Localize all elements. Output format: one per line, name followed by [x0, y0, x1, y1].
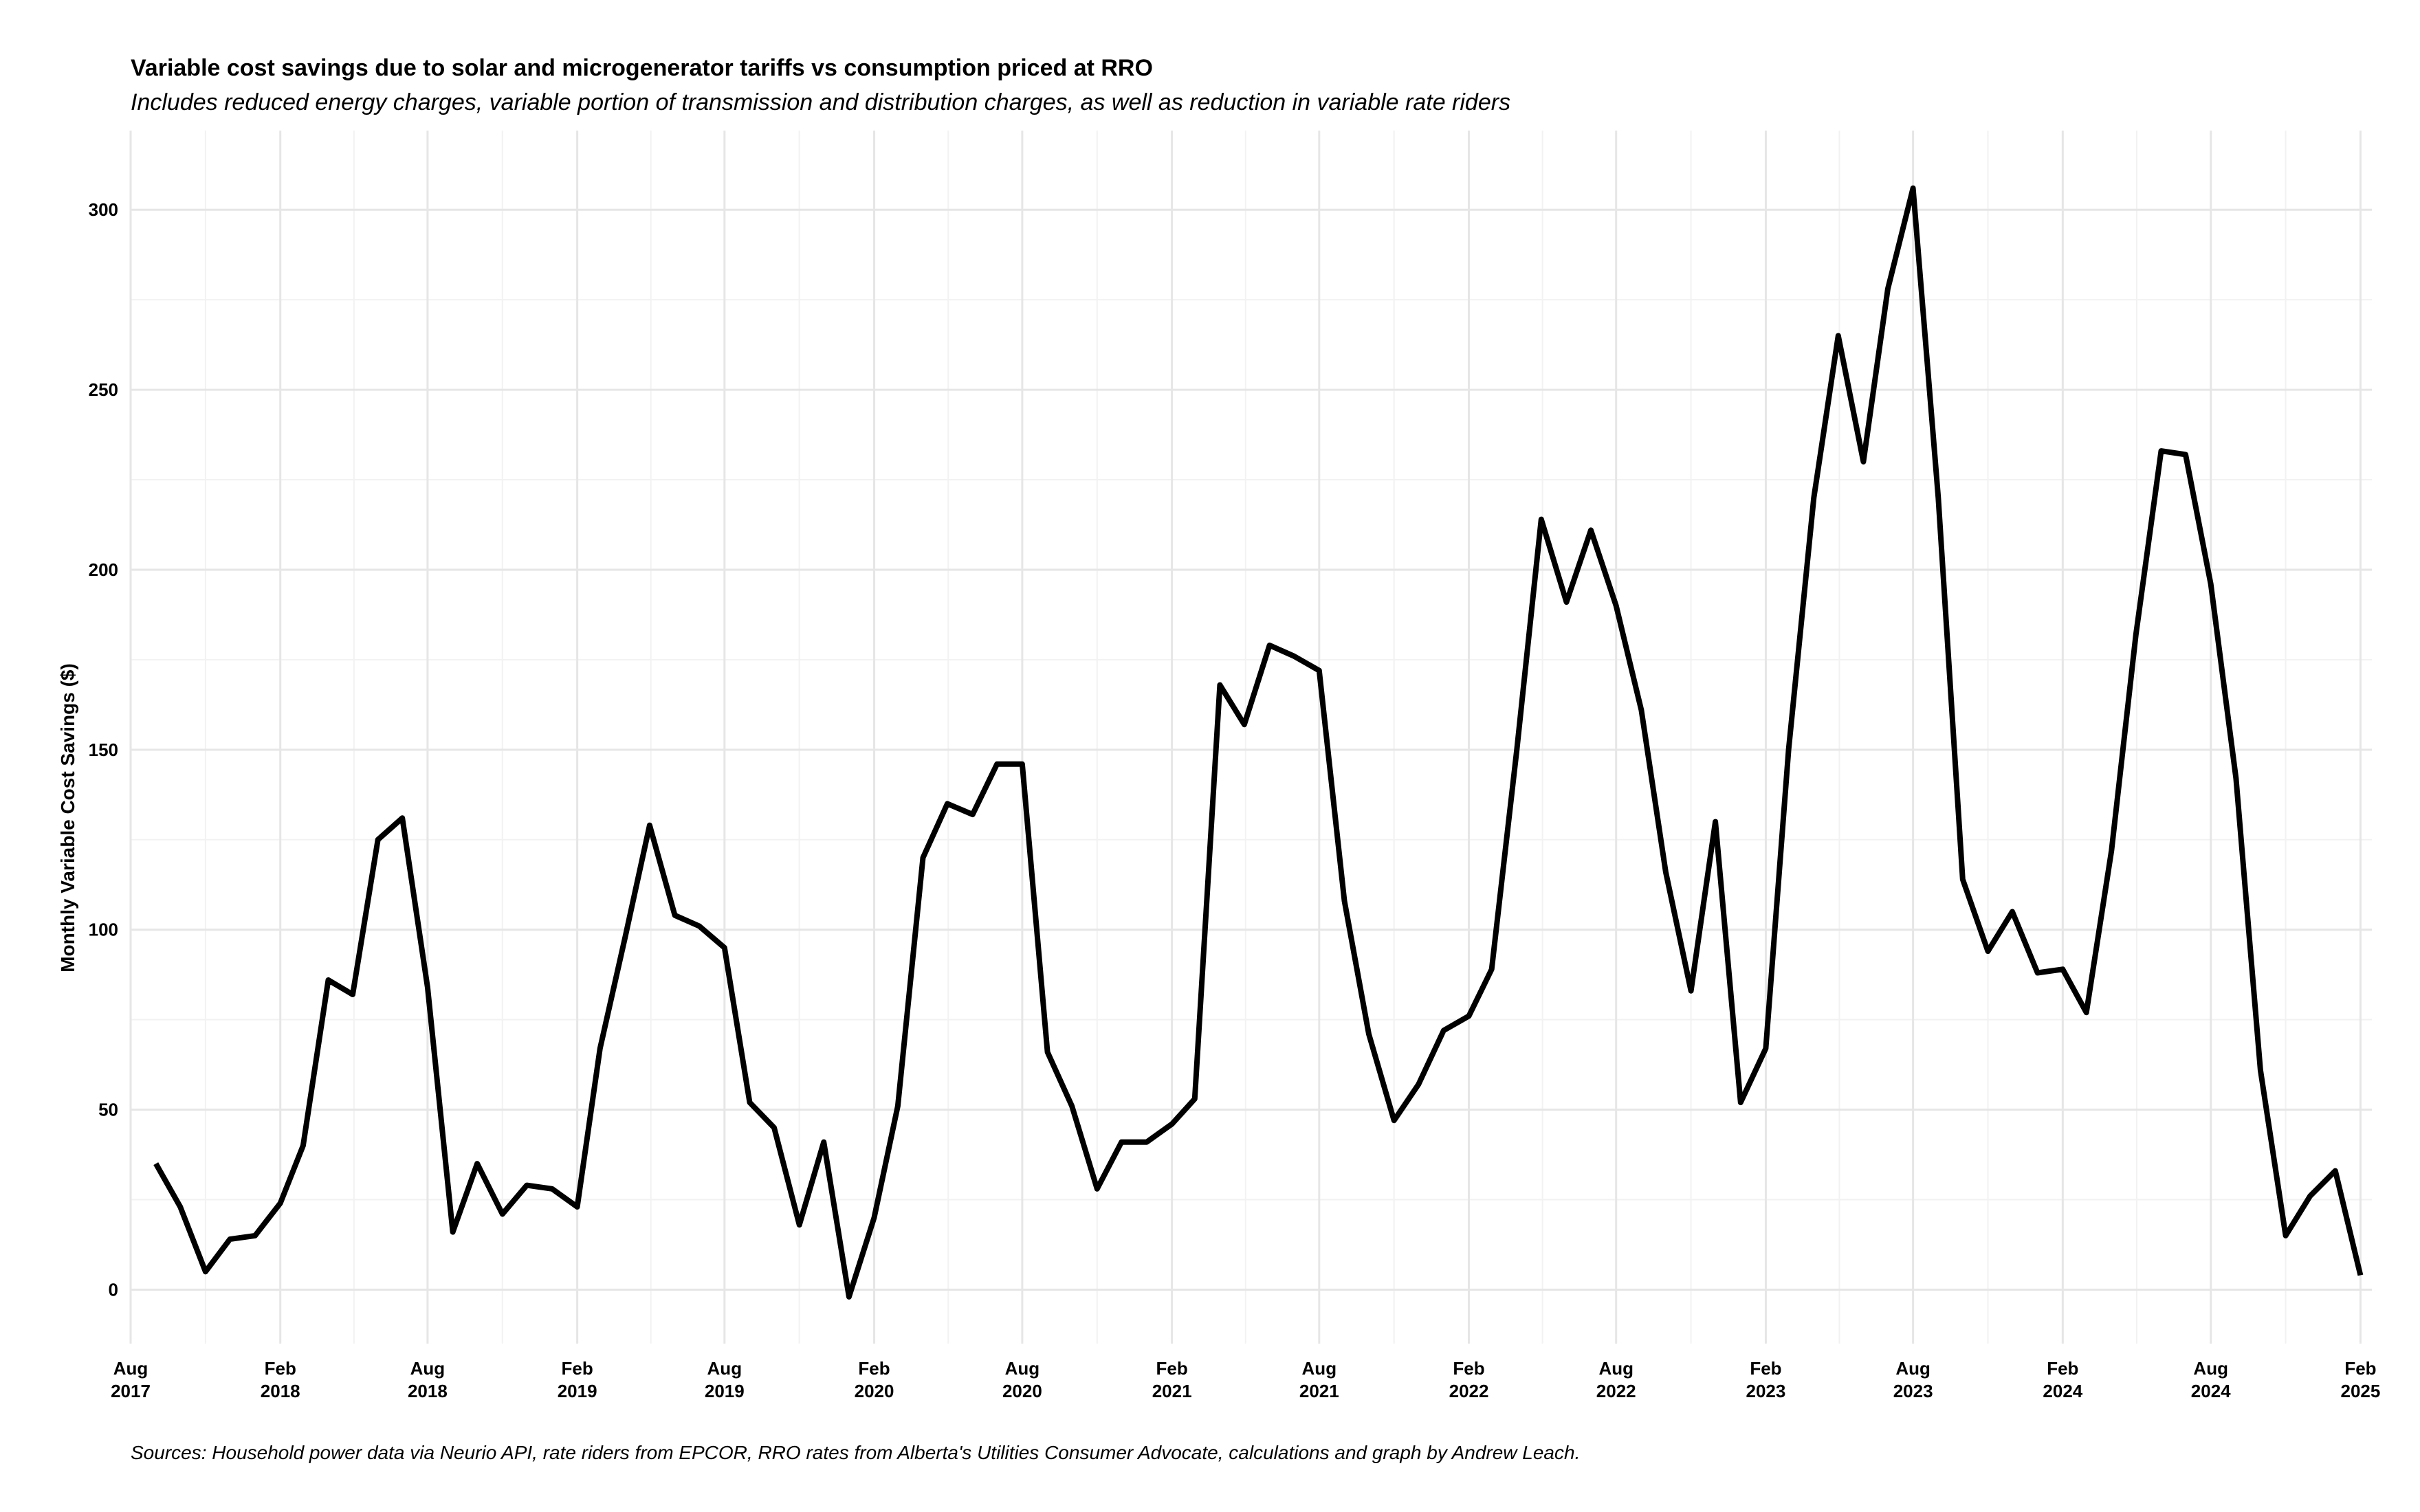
x-tick-label-month: Aug — [113, 1358, 148, 1379]
x-tick-label-month: Feb — [1750, 1358, 1781, 1379]
x-tick-label-month: Aug — [1005, 1358, 1040, 1379]
y-tick-label: 200 — [89, 559, 118, 580]
x-tick-label-month: Aug — [1598, 1358, 1634, 1379]
x-tick-label-year: 2021 — [1299, 1381, 1339, 1401]
y-axis-tick-labels: 0 50 100 150 200 250 300 — [89, 199, 118, 1300]
y-tick-label: 300 — [89, 199, 118, 220]
x-tick-label-month: Feb — [2344, 1358, 2376, 1379]
y-tick-label: 250 — [89, 379, 118, 400]
x-tick-label-month: Aug — [410, 1358, 446, 1379]
y-tick-label: 100 — [89, 920, 118, 940]
x-tick-label-year: 2019 — [558, 1381, 597, 1401]
y-axis-title: Monthly Variable Cost Savings ($) — [57, 663, 78, 972]
x-tick-label-month: Aug — [707, 1358, 742, 1379]
chart-subtitle: Includes reduced energy charges, variabl… — [131, 89, 1511, 115]
x-tick-label-month: Feb — [265, 1358, 296, 1379]
x-tick-label-year: 2023 — [1893, 1381, 1933, 1401]
x-tick-label-month: Aug — [1895, 1358, 1930, 1379]
x-axis-tick-labels: Aug2017Feb2018Aug2018Feb2019Aug2019Feb20… — [111, 1358, 2380, 1401]
x-tick-label-year: 2017 — [111, 1381, 151, 1401]
x-tick-label-year: 2020 — [855, 1381, 894, 1401]
x-tick-label-month: Aug — [2193, 1358, 2228, 1379]
x-tick-label-year: 2018 — [408, 1381, 448, 1401]
x-tick-label-month: Feb — [1453, 1358, 1484, 1379]
x-tick-label-month: Feb — [2047, 1358, 2078, 1379]
y-tick-label: 50 — [98, 1100, 118, 1120]
data-series — [153, 185, 2364, 1300]
series-line — [153, 185, 2364, 1300]
x-tick-label-year: 2018 — [261, 1381, 300, 1401]
x-tick-label-year: 2019 — [705, 1381, 745, 1401]
x-tick-label-year: 2024 — [2191, 1381, 2231, 1401]
x-tick-label-month: Feb — [1156, 1358, 1188, 1379]
x-tick-label-month: Feb — [562, 1358, 593, 1379]
x-tick-label-year: 2024 — [2043, 1381, 2082, 1401]
x-tick-label-year: 2022 — [1596, 1381, 1636, 1401]
x-tick-label-year: 2020 — [1002, 1381, 1042, 1401]
x-tick-label-month: Aug — [1302, 1358, 1337, 1379]
x-tick-label-month: Feb — [858, 1358, 890, 1379]
chart-title: Variable cost savings due to solar and m… — [131, 55, 1153, 81]
x-tick-label-year: 2022 — [1449, 1381, 1489, 1401]
x-tick-label-year: 2021 — [1152, 1381, 1192, 1401]
chart-caption: Sources: Household power data via Neurio… — [131, 1442, 1581, 1463]
y-tick-label: 0 — [109, 1279, 118, 1300]
x-tick-label-year: 2023 — [1746, 1381, 1786, 1401]
x-tick-label-year: 2025 — [2341, 1381, 2381, 1401]
grid-lines — [129, 131, 2372, 1344]
y-tick-label: 150 — [89, 740, 118, 760]
